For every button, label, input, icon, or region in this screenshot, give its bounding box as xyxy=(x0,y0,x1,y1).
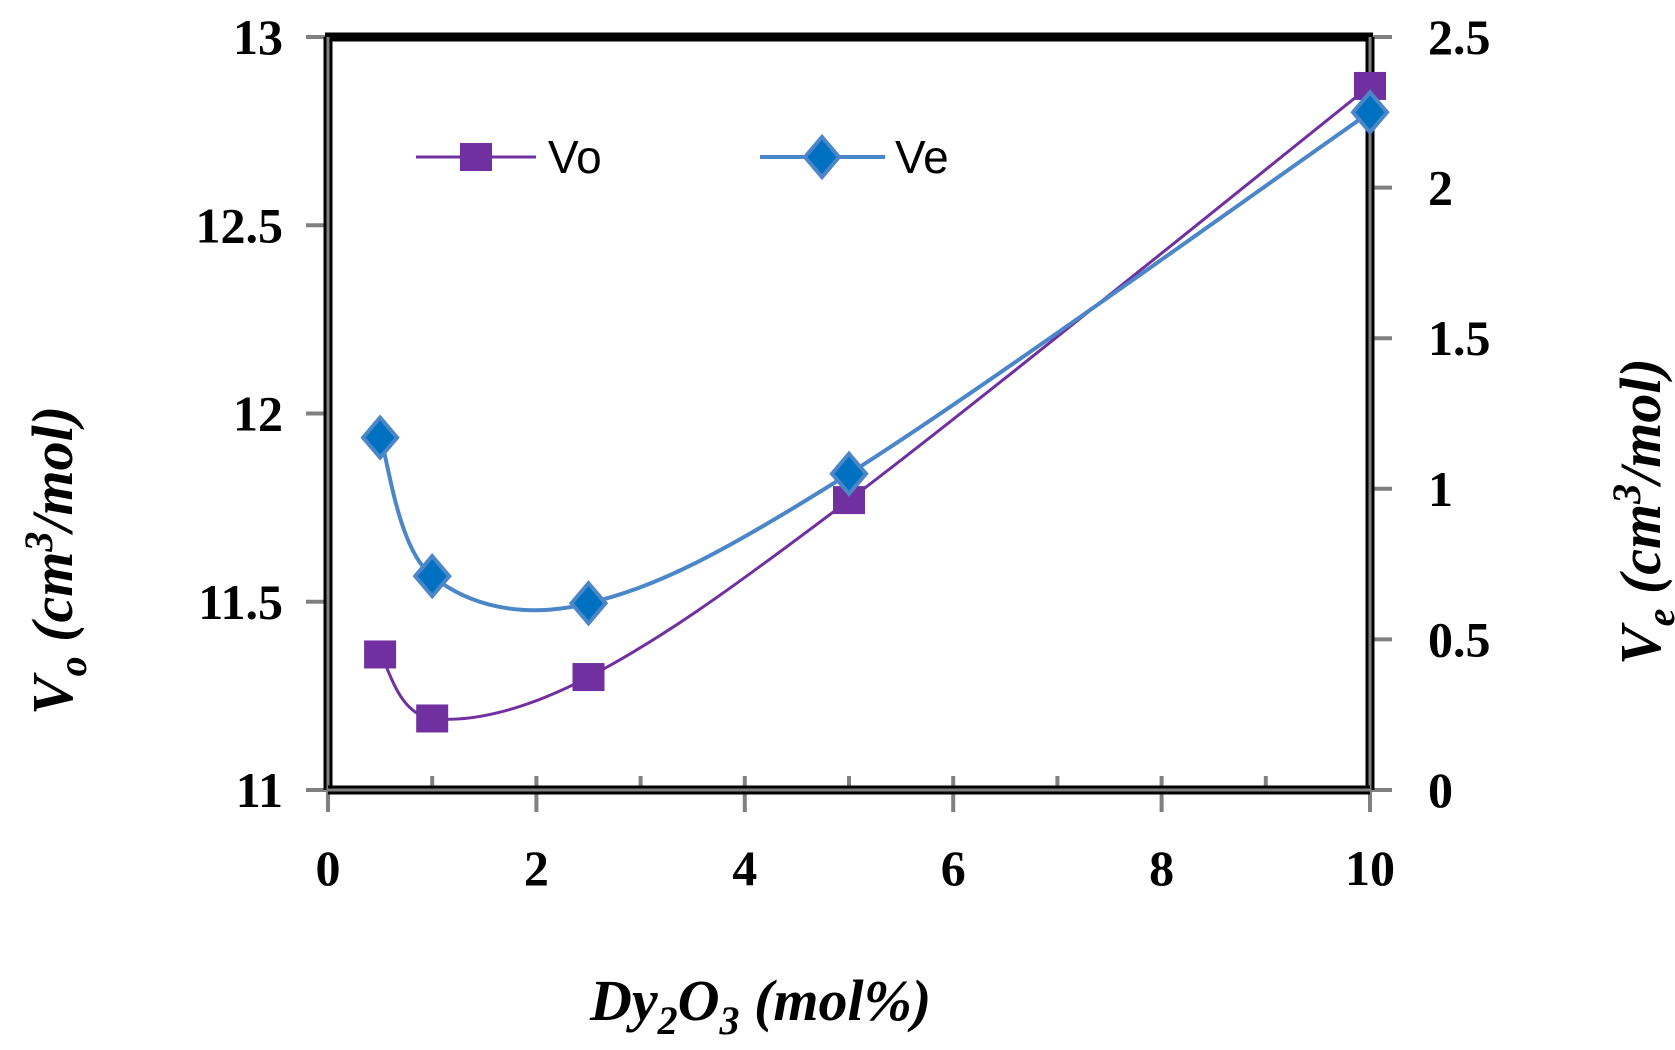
x-axis-label: Dy2O3 (mol%) xyxy=(589,968,931,1043)
x-tick-label: 8 xyxy=(1149,840,1174,896)
data-point-ve xyxy=(1350,89,1390,136)
x-tick-label: 2 xyxy=(524,840,549,896)
legend-item-ve xyxy=(760,133,885,181)
y-left-tick-label: 12 xyxy=(233,386,283,442)
y-right-tick-label: 0 xyxy=(1428,762,1453,818)
y-right-tick-label: 0.5 xyxy=(1428,611,1491,667)
y-left-tick-label: 11.5 xyxy=(198,574,283,630)
series-line-ve xyxy=(378,110,1372,613)
x-tick-label: 0 xyxy=(316,840,341,896)
legend-marker-vo xyxy=(460,143,492,171)
y-axis-right-label: Ve (cm3/mol) xyxy=(1604,358,1675,665)
y-right-tick-label: 2.5 xyxy=(1428,9,1491,65)
x-tick-label: 6 xyxy=(941,840,966,896)
plot-frame xyxy=(323,32,1375,795)
y-axis-left-label: Vo (cm3/mol) xyxy=(16,406,95,715)
data-point-vo xyxy=(364,640,397,669)
legend-label-vo: Vo xyxy=(548,131,602,183)
y-left-tick-label: 12.5 xyxy=(196,197,284,253)
data-point-vo xyxy=(572,663,605,692)
series-line-vo xyxy=(378,84,1371,721)
legend-item-vo xyxy=(416,143,536,171)
legend: Vo Ve xyxy=(416,131,949,183)
y-right-tick-label: 2 xyxy=(1428,160,1453,216)
data-point-ve xyxy=(568,580,609,627)
y-right-tick-label: 1 xyxy=(1428,461,1453,517)
legend-label-ve: Ve xyxy=(895,131,949,183)
y-right-tick-label: 1.5 xyxy=(1428,310,1491,366)
y-left-tick-label: 11 xyxy=(236,762,283,818)
data-point-ve xyxy=(360,414,400,461)
data-point-ve xyxy=(412,553,452,600)
legend-marker-ve xyxy=(802,133,842,181)
y-left-tick-label: 13 xyxy=(233,9,283,65)
data-point-ve xyxy=(829,450,869,497)
series-layer xyxy=(360,71,1390,733)
x-tick-label: 4 xyxy=(732,840,757,896)
data-point-vo xyxy=(416,704,449,733)
x-tick-label: 10 xyxy=(1345,840,1395,896)
